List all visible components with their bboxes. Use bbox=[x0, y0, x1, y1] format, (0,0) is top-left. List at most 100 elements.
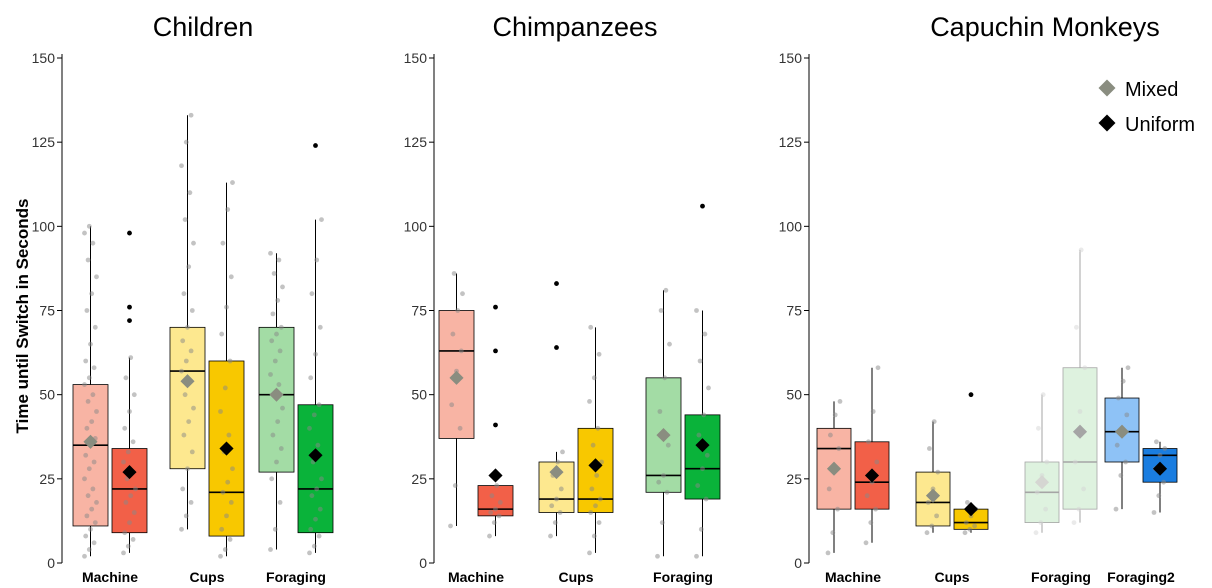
box-iqr bbox=[297, 404, 334, 534]
data-point bbox=[225, 479, 231, 485]
box-foraging-mixed bbox=[645, 287, 682, 559]
data-point bbox=[835, 506, 840, 512]
data-point bbox=[1113, 506, 1119, 512]
data-point bbox=[661, 473, 666, 478]
mean-marker bbox=[1072, 424, 1088, 439]
mean-marker bbox=[1114, 424, 1130, 439]
data-point bbox=[83, 452, 89, 458]
data-point bbox=[89, 506, 95, 512]
data-point bbox=[450, 331, 456, 337]
data-point bbox=[1114, 442, 1120, 448]
data-point bbox=[1118, 473, 1124, 478]
data-point bbox=[92, 324, 98, 330]
data-point bbox=[275, 419, 281, 424]
box-cups-mixed bbox=[538, 281, 575, 539]
data-point bbox=[1116, 395, 1121, 401]
data-point bbox=[658, 308, 664, 313]
data-point bbox=[315, 442, 321, 448]
data-point bbox=[276, 382, 282, 387]
mean-marker bbox=[308, 448, 323, 463]
data-point bbox=[308, 375, 314, 381]
mean-marker bbox=[83, 434, 98, 449]
data-point bbox=[278, 324, 284, 330]
box-cups-uniform bbox=[208, 180, 245, 559]
data-point bbox=[311, 543, 317, 549]
data-point bbox=[496, 513, 502, 519]
outlier-point bbox=[313, 143, 318, 148]
data-point bbox=[181, 432, 187, 438]
data-point bbox=[280, 284, 285, 290]
data-point bbox=[554, 496, 559, 502]
data-point bbox=[274, 459, 279, 465]
data-point bbox=[274, 331, 279, 337]
data-point bbox=[191, 240, 196, 246]
outlier-point bbox=[127, 230, 132, 236]
data-point bbox=[314, 257, 320, 263]
data-point bbox=[270, 311, 276, 317]
data-point bbox=[186, 419, 192, 424]
data-point bbox=[183, 358, 189, 364]
data-point bbox=[84, 425, 90, 431]
data-point bbox=[664, 489, 670, 495]
data-point bbox=[1034, 489, 1040, 495]
box-machine-mixed bbox=[72, 223, 109, 559]
box-foraging2-uniform bbox=[1142, 439, 1178, 515]
box-iqr bbox=[1062, 367, 1098, 510]
data-point bbox=[85, 399, 91, 404]
data-point bbox=[88, 341, 93, 347]
data-point bbox=[316, 533, 322, 539]
outlier-point bbox=[554, 281, 559, 286]
x-category-label: Machine bbox=[448, 569, 504, 585]
data-point bbox=[317, 506, 323, 512]
data-point bbox=[555, 459, 561, 465]
data-point bbox=[1033, 530, 1039, 536]
data-point bbox=[189, 308, 195, 313]
data-point bbox=[185, 324, 190, 330]
data-point bbox=[587, 399, 592, 404]
data-point bbox=[188, 500, 194, 505]
y-tick-label: 0 bbox=[419, 555, 427, 571]
outlier-point bbox=[493, 348, 498, 354]
data-point bbox=[82, 476, 87, 482]
mean-marker bbox=[695, 438, 710, 453]
data-point bbox=[694, 308, 699, 313]
data-point bbox=[701, 412, 707, 418]
data-point bbox=[275, 298, 281, 303]
data-point bbox=[222, 547, 228, 552]
mean-marker bbox=[180, 374, 195, 389]
data-point bbox=[694, 553, 699, 559]
outlier-point bbox=[127, 318, 132, 323]
box-iqr bbox=[169, 326, 206, 470]
data-point bbox=[1123, 459, 1128, 465]
data-point bbox=[313, 516, 318, 522]
data-point bbox=[695, 483, 701, 488]
data-point bbox=[1154, 439, 1159, 445]
legend-uniform-label: Uniform bbox=[1125, 114, 1195, 136]
data-point bbox=[183, 139, 189, 145]
y-tick-label: 0 bbox=[47, 555, 55, 571]
data-point bbox=[121, 459, 126, 465]
data-point bbox=[182, 217, 188, 223]
mean-marker bbox=[488, 468, 503, 483]
data-point bbox=[90, 240, 96, 246]
data-point bbox=[123, 500, 129, 505]
data-point bbox=[924, 530, 930, 536]
box-iqr bbox=[72, 384, 109, 527]
data-point bbox=[271, 271, 277, 276]
box-cups-mixed bbox=[915, 419, 951, 536]
data-point bbox=[228, 274, 234, 280]
box-cups-uniform bbox=[577, 324, 614, 556]
data-point bbox=[934, 513, 939, 519]
data-point bbox=[1161, 479, 1166, 485]
data-point bbox=[1040, 392, 1046, 398]
data-point bbox=[127, 520, 132, 525]
data-point bbox=[85, 493, 91, 499]
data-point bbox=[89, 291, 95, 297]
data-point bbox=[593, 503, 598, 509]
data-point bbox=[457, 425, 463, 431]
y-tick-label: 25 bbox=[786, 471, 802, 487]
data-point bbox=[272, 358, 278, 364]
data-point bbox=[963, 520, 969, 525]
data-point bbox=[122, 425, 128, 431]
data-point bbox=[494, 483, 500, 488]
